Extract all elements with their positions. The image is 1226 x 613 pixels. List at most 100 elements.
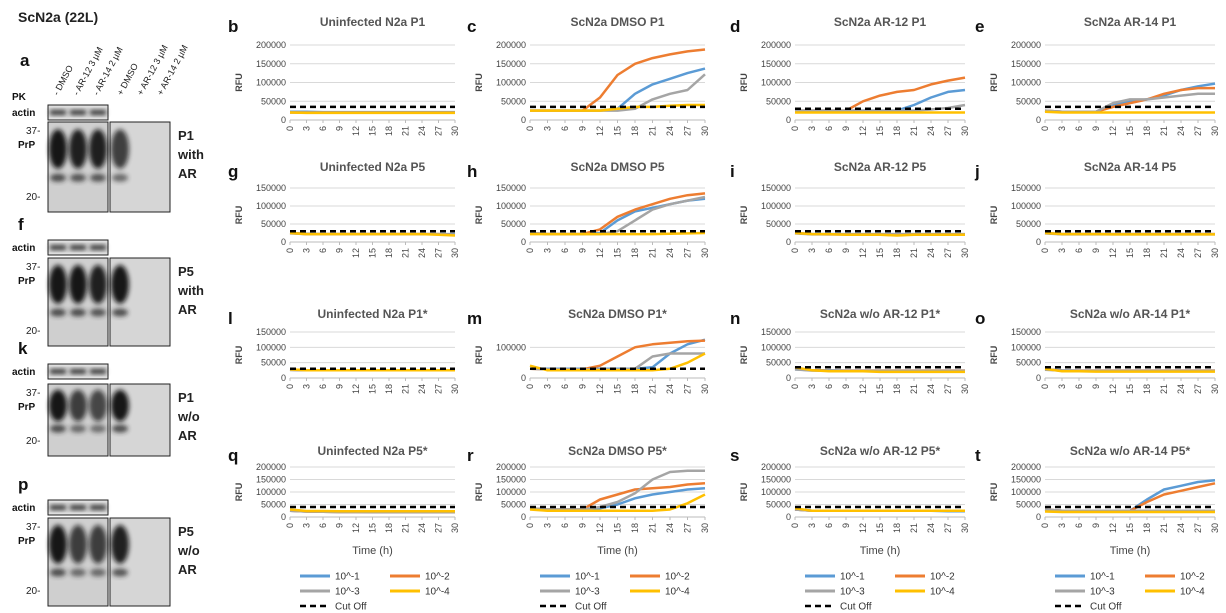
- x-tick-label: 12: [858, 384, 868, 394]
- x-tick-label: 24: [417, 384, 427, 394]
- y-axis-label: RFU: [234, 346, 244, 365]
- x-tick-label: 30: [700, 523, 710, 533]
- protein-label: PrP: [18, 140, 36, 151]
- y-tick-label: 50000: [261, 96, 286, 106]
- condition-label: P5: [178, 264, 194, 279]
- x-tick-label: 9: [1091, 126, 1101, 131]
- y-tick-label: 50000: [261, 219, 286, 229]
- prp-band: [70, 569, 86, 577]
- panel-letter: s: [730, 446, 739, 465]
- y-tick-label: 150000: [496, 59, 526, 69]
- x-tick-label: 0: [790, 523, 800, 528]
- panel-letter: c: [467, 17, 476, 36]
- prp-band: [70, 425, 86, 433]
- chart-title: Uninfected N2a P5: [320, 160, 426, 174]
- prp-band: [50, 309, 66, 317]
- x-tick-label: 12: [351, 384, 361, 394]
- y-tick-label: 0: [521, 237, 526, 247]
- x-tick-label: 0: [285, 523, 295, 528]
- x-tick-label: 27: [683, 126, 693, 136]
- x-axis-label: Time (h): [597, 545, 638, 557]
- x-tick-label: 15: [875, 523, 885, 533]
- marker-label: 20-: [26, 436, 40, 447]
- x-tick-label: 18: [630, 126, 640, 136]
- chart-title: ScN2a AR-12 P5: [834, 160, 927, 174]
- x-tick-label: 3: [543, 523, 553, 528]
- x-tick-label: 24: [417, 126, 427, 136]
- prp-band: [112, 309, 128, 317]
- x-tick-label: 12: [1108, 248, 1118, 258]
- y-tick-label: 150000: [1011, 59, 1041, 69]
- x-tick-label: 6: [824, 384, 834, 389]
- series-line: [530, 233, 705, 234]
- x-tick-label: 6: [318, 384, 328, 389]
- legend-label: 10^-3: [335, 587, 360, 598]
- actin-label: actin: [12, 367, 35, 378]
- x-tick-label: 0: [285, 126, 295, 131]
- y-tick-label: 0: [786, 373, 791, 383]
- x-tick-label: 15: [368, 523, 378, 533]
- y-axis-label: RFU: [989, 483, 999, 502]
- y-axis-label: RFU: [989, 346, 999, 365]
- y-tick-label: 150000: [496, 475, 526, 485]
- legend-label: Cut Off: [1090, 602, 1122, 613]
- prp-band: [70, 309, 86, 317]
- y-tick-label: 100000: [496, 201, 526, 211]
- y-tick-label: 100000: [496, 78, 526, 88]
- x-tick-label: 18: [1142, 523, 1152, 533]
- x-tick-label: 21: [401, 126, 411, 136]
- y-axis-label: RFU: [739, 346, 749, 365]
- y-tick-label: 200000: [1011, 40, 1041, 50]
- y-tick-label: 0: [521, 373, 526, 383]
- x-tick-label: 12: [595, 384, 605, 394]
- x-tick-label: 6: [318, 126, 328, 131]
- x-tick-label: 6: [560, 126, 570, 131]
- x-tick-label: 27: [434, 384, 444, 394]
- x-tick-label: 3: [302, 523, 312, 528]
- x-tick-label: 24: [926, 523, 936, 533]
- x-tick-label: 3: [1057, 523, 1067, 528]
- chart-title: Uninfected N2a P1*: [317, 307, 427, 321]
- x-tick-label: 21: [648, 523, 658, 533]
- legend-label: 10^-4: [665, 587, 690, 598]
- x-tick-label: 3: [302, 126, 312, 131]
- y-tick-label: 100000: [1011, 487, 1041, 497]
- x-tick-label: 0: [1040, 126, 1050, 131]
- x-tick-label: 18: [384, 126, 394, 136]
- condition-label: AR: [178, 562, 197, 577]
- x-tick-label: 27: [943, 248, 953, 258]
- x-tick-label: 21: [401, 523, 411, 533]
- y-tick-label: 0: [281, 237, 286, 247]
- x-tick-label: 30: [700, 126, 710, 136]
- marker-label: 37-: [26, 262, 40, 273]
- y-tick-label: 100000: [1011, 342, 1041, 352]
- actin-label: actin: [12, 243, 35, 254]
- y-axis-label: RFU: [739, 206, 749, 225]
- condition-label: AR: [178, 428, 197, 443]
- y-tick-label: 100000: [1011, 201, 1041, 211]
- x-tick-label: 9: [578, 126, 588, 131]
- x-tick-label: 27: [1193, 384, 1203, 394]
- series-line: [1045, 233, 1215, 234]
- x-tick-label: 0: [790, 248, 800, 253]
- x-tick-label: 24: [926, 384, 936, 394]
- x-tick-label: 18: [384, 248, 394, 258]
- x-tick-label: 24: [926, 248, 936, 258]
- y-tick-label: 200000: [256, 462, 286, 472]
- x-axis-label: Time (h): [352, 545, 393, 557]
- x-tick-label: 27: [683, 384, 693, 394]
- y-tick-label: 0: [281, 115, 286, 125]
- chart-title: ScN2a AR-12 P1: [834, 15, 927, 29]
- x-tick-label: 12: [858, 523, 868, 533]
- x-tick-label: 6: [560, 384, 570, 389]
- chart-title: Uninfected N2a P5*: [317, 444, 427, 458]
- prp-band: [50, 174, 66, 182]
- x-tick-label: 0: [1040, 384, 1050, 389]
- y-tick-label: 150000: [256, 327, 286, 337]
- y-axis-label: RFU: [474, 206, 484, 225]
- x-tick-label: 9: [1091, 384, 1101, 389]
- x-tick-label: 21: [648, 248, 658, 258]
- x-tick-label: 0: [1040, 523, 1050, 528]
- x-tick-label: 27: [683, 248, 693, 258]
- x-tick-label: 15: [1125, 248, 1135, 258]
